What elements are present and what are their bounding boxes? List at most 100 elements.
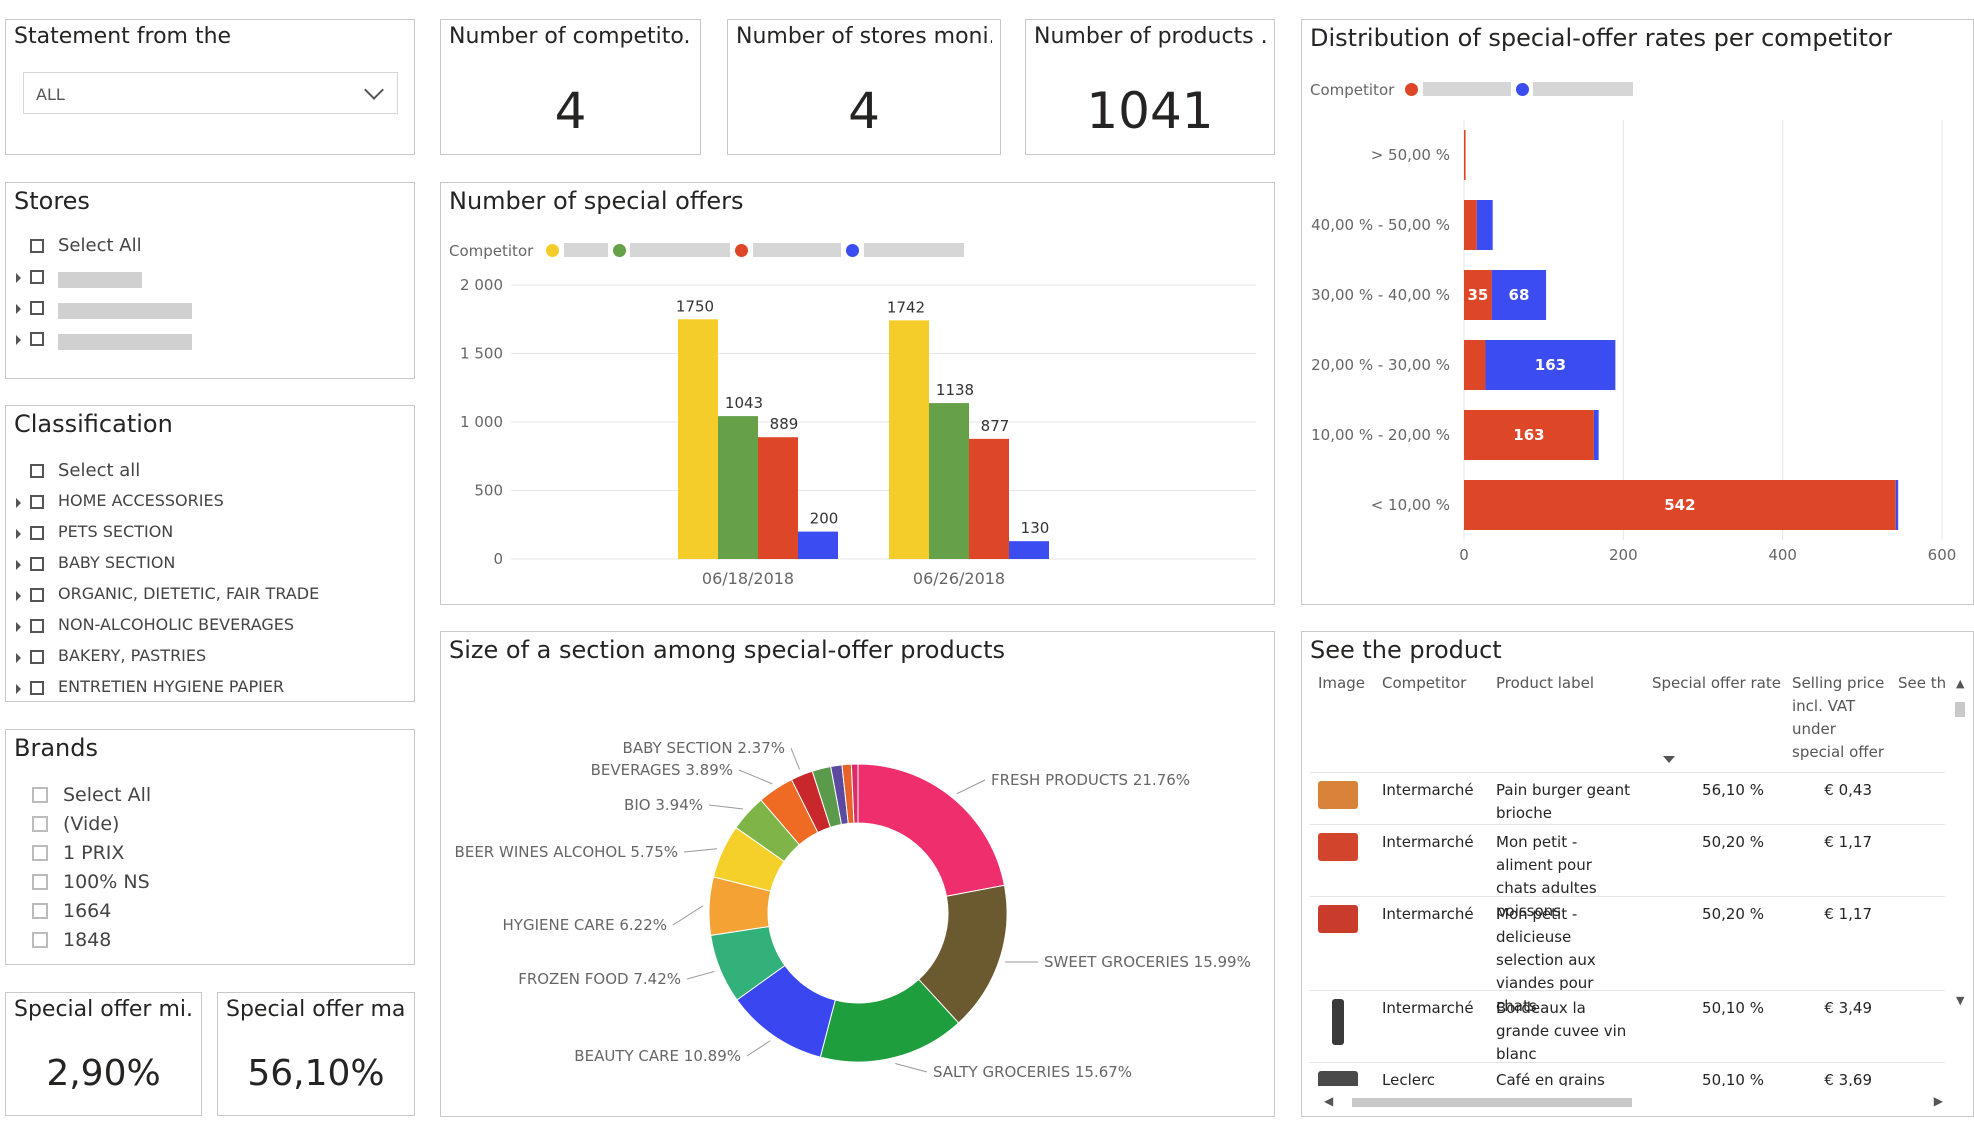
product-image[interactable] <box>1318 1071 1358 1086</box>
brand-item[interactable]: 1 PRIX <box>16 840 406 869</box>
donut-slice <box>850 763 859 824</box>
table-row[interactable]: Intermarché Mon petit - delicieuse select… <box>1310 896 1945 1015</box>
brand-item[interactable]: 1664 <box>16 898 406 927</box>
classification-item[interactable]: PETS SECTION <box>16 520 406 551</box>
card-title: Special offer ma... <box>226 997 406 1022</box>
checkbox-icon[interactable] <box>32 932 48 948</box>
checkbox-icon[interactable] <box>30 239 44 253</box>
checkbox-icon[interactable] <box>30 495 44 509</box>
checkbox-icon[interactable] <box>30 650 44 664</box>
checkbox-icon[interactable] <box>30 557 44 571</box>
bar <box>969 438 1009 559</box>
expand-icon[interactable] <box>16 684 21 694</box>
stores-item[interactable] <box>16 326 406 357</box>
checkbox-icon[interactable] <box>32 874 48 890</box>
stores-item[interactable] <box>16 295 406 326</box>
checkbox-icon[interactable] <box>32 903 48 919</box>
scroll-right-icon[interactable]: ▶ <box>1933 1094 1943 1108</box>
brand-item[interactable]: (Vide) <box>16 811 406 840</box>
data-label: 889 <box>770 415 799 433</box>
checkbox-icon[interactable] <box>30 526 44 540</box>
bar <box>798 531 838 559</box>
slice-label: SWEET GROCERIES 15.99% <box>1044 953 1251 971</box>
slice-label: BEVERAGES 3.89% <box>591 761 733 779</box>
col-header-price[interactable]: Selling price incl. VAT under special of… <box>1792 674 1885 761</box>
checkbox-icon[interactable] <box>30 301 44 315</box>
product-image[interactable] <box>1318 781 1358 809</box>
product-image[interactable] <box>1318 833 1358 861</box>
table-row[interactable]: Intermarché Pain burger geant brioche 56,1… <box>1310 772 1945 825</box>
data-label: 877 <box>981 417 1010 435</box>
classification-item[interactable]: BABY SECTION <box>16 551 406 582</box>
scroll-thumb[interactable] <box>1352 1098 1632 1107</box>
cell-rate: 50,20 % <box>1702 905 1764 923</box>
redacted-label <box>58 272 142 288</box>
cell-competitor: Intermarché <box>1382 781 1474 799</box>
vertical-scrollbar[interactable]: ▲ ▼ <box>1953 677 1967 1007</box>
cell-price: € 1,17 <box>1824 905 1872 923</box>
expand-icon[interactable] <box>16 653 21 663</box>
product-image[interactable] <box>1318 905 1358 933</box>
cell-label: Mon petit - delicieuse selection aux via… <box>1496 905 1596 1015</box>
classification-item[interactable]: BAKERY, PASTRIES <box>16 644 406 675</box>
table-row[interactable]: Intermarché Bordeaux la grande cuvee vin … <box>1310 990 1945 1063</box>
checkbox-icon[interactable] <box>32 816 48 832</box>
brand-item[interactable]: Select All <box>16 782 406 811</box>
checkbox-icon[interactable] <box>30 332 44 346</box>
col-header-see[interactable]: See the <box>1898 674 1945 692</box>
card-competitors: Number of competito... 4 <box>440 19 701 155</box>
scroll-left-icon[interactable]: ◀ <box>1324 1094 1334 1108</box>
table-row[interactable]: Intermarché Mon petit - aliment pour chat… <box>1310 824 1945 920</box>
brand-item[interactable]: 100% NS <box>16 869 406 898</box>
expand-icon[interactable] <box>16 304 21 314</box>
statement-dropdown[interactable]: ALL <box>23 72 398 114</box>
expand-icon[interactable] <box>16 335 21 345</box>
card-value: 4 <box>848 82 880 140</box>
leader-line <box>746 1040 771 1057</box>
scroll-thumb[interactable] <box>1955 702 1965 717</box>
expand-icon[interactable] <box>16 529 21 539</box>
y-tick-label: < 10,00 % <box>1371 496 1450 514</box>
col-header-label[interactable]: Product label <box>1496 674 1594 692</box>
product-table: Image Competitor Product label Special o… <box>1310 672 1945 1086</box>
section-size-chart-panel: Size of a section among special-offer pr… <box>440 631 1275 1117</box>
expand-icon[interactable] <box>16 273 21 283</box>
scroll-up-icon[interactable]: ▲ <box>1956 677 1965 690</box>
classification-item[interactable]: HOME ACCESSORIES <box>16 489 406 520</box>
checkbox-icon[interactable] <box>30 270 44 284</box>
table-row[interactable]: Leclerc Drive Café en grains 50,10 % € 3,69 <box>1310 1062 1945 1086</box>
checkbox-icon[interactable] <box>32 787 48 803</box>
cell-label: Café en grains <box>1496 1071 1605 1086</box>
cell-price: € 3,49 <box>1824 999 1872 1017</box>
stores-item[interactable] <box>16 264 406 295</box>
expand-icon[interactable] <box>16 622 21 632</box>
classification-item[interactable]: NON-ALCOHOLIC BEVERAGES <box>16 613 406 644</box>
checkbox-icon[interactable] <box>30 464 44 478</box>
leader-line <box>672 905 704 926</box>
classification-item[interactable]: ENTRETIEN HYGIENE PAPIER <box>16 675 406 698</box>
checkbox-icon[interactable] <box>30 619 44 633</box>
expand-icon[interactable] <box>16 591 21 601</box>
x-tick-label: 06/18/2018 <box>702 569 794 588</box>
product-image[interactable] <box>1332 999 1344 1045</box>
checkbox-icon[interactable] <box>30 588 44 602</box>
redacted-legend <box>1533 82 1634 96</box>
classification-select-all[interactable]: Select all <box>30 458 406 489</box>
checkbox-icon[interactable] <box>32 845 48 861</box>
expand-icon[interactable] <box>16 498 21 508</box>
y-tick-label: 0 <box>493 550 503 568</box>
sort-desc-icon[interactable] <box>1663 756 1675 763</box>
scroll-down-icon[interactable]: ▼ <box>1956 994 1965 1007</box>
bar <box>718 416 758 559</box>
col-header-competitor[interactable]: Competitor <box>1382 674 1467 692</box>
horizontal-scrollbar[interactable]: ◀ ▶ <box>1312 1094 1943 1110</box>
brand-item[interactable]: 1848 <box>16 927 406 956</box>
classification-item[interactable]: ORGANIC, DIETETIC, FAIR TRADE <box>16 582 406 613</box>
expand-icon[interactable] <box>16 560 21 570</box>
stores-select-all[interactable]: Select All <box>30 233 406 264</box>
col-header-rate[interactable]: Special offer rate <box>1652 674 1781 692</box>
leader-line <box>683 848 718 853</box>
col-header-image[interactable]: Image <box>1318 674 1365 692</box>
product-table-panel: See the product Image Competitor Product… <box>1301 631 1974 1117</box>
checkbox-icon[interactable] <box>30 681 44 695</box>
